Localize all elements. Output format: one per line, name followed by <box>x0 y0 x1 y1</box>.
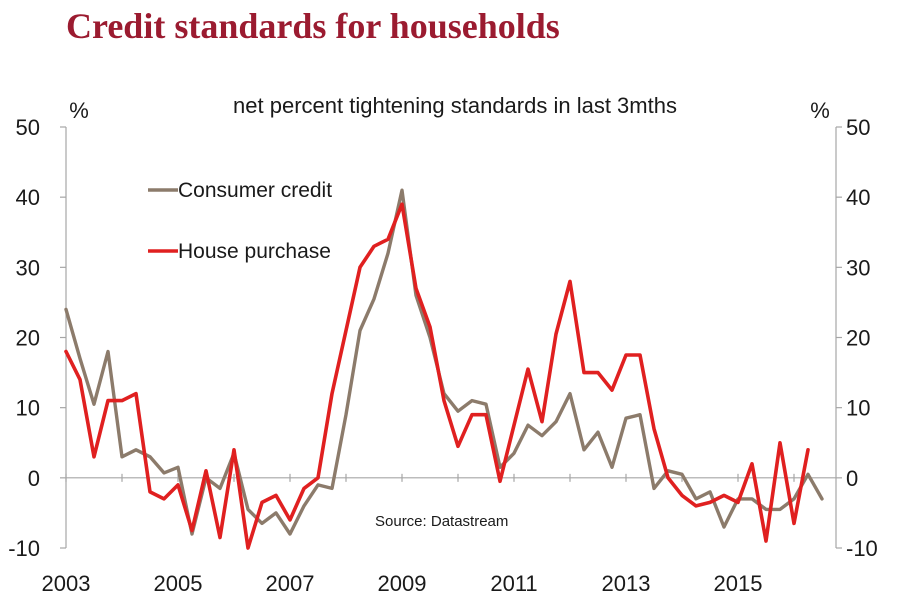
x-tick-label: 2015 <box>714 571 763 596</box>
chart-legend: Consumer credit House purchase <box>148 179 332 263</box>
x-tick-label: 2007 <box>266 571 315 596</box>
chart-source: Source: Datastream <box>375 513 508 530</box>
series-line-house-purchase <box>64 202 810 550</box>
y-tick-label-left: 50 <box>16 115 40 140</box>
y-tick-label-left: 30 <box>16 255 40 280</box>
x-tick-label: 2005 <box>154 571 203 596</box>
chart-axes <box>60 126 842 549</box>
x-tick-label: 2011 <box>490 571 537 596</box>
legend-label-consumer-credit: Consumer credit <box>178 179 332 202</box>
y-tick-label-left: -10 <box>8 536 40 561</box>
x-tick-label: 2003 <box>42 571 91 596</box>
y-tick-label-right: 0 <box>846 466 858 491</box>
y-tick-label-right: 40 <box>846 185 870 210</box>
y-tick-label-right: 30 <box>846 255 870 280</box>
y-tick-label-right: 20 <box>846 326 870 351</box>
x-tick-label: 2009 <box>378 571 427 596</box>
y-tick-label-left: 0 <box>28 466 40 491</box>
left-unit-label: % <box>69 98 89 123</box>
y-tick-label-left: 40 <box>16 185 40 210</box>
chart-subtitle: net percent tightening standards in last… <box>233 93 677 118</box>
page-title: Credit standards for households <box>66 6 560 46</box>
chart-series <box>64 188 824 550</box>
legend-label-house-purchase: House purchase <box>178 240 331 263</box>
y-tick-label-right: 10 <box>846 396 870 421</box>
y-tick-label-right: -10 <box>846 536 878 561</box>
x-tick-label: 2013 <box>602 571 651 596</box>
y-tick-label-left: 20 <box>16 326 40 351</box>
y-tick-label-right: 50 <box>846 115 870 140</box>
y-tick-label-left: 10 <box>16 396 40 421</box>
right-unit-label: % <box>810 98 830 123</box>
